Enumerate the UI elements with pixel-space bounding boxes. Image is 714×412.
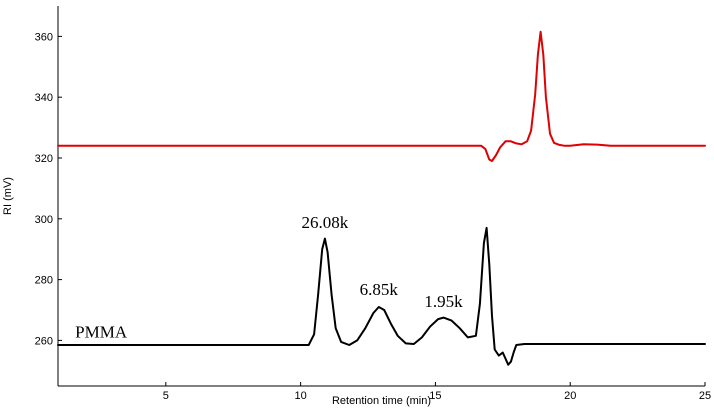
x-axis-label: Retention time (min)	[332, 395, 431, 407]
x-tick-label: 15	[429, 390, 441, 402]
y-tick-label: 300	[35, 214, 53, 226]
x-tick-label: 10	[295, 390, 307, 402]
series-layer	[57, 30, 706, 366]
y-tick-label: 360	[35, 31, 53, 43]
y-axis-label: RI (mV)	[2, 177, 14, 215]
x-tick-label: 20	[564, 390, 576, 402]
x-axis-ticks: 5 10 15 20 25	[163, 382, 711, 402]
x-tick-label: 5	[163, 390, 169, 402]
series-line-1	[57, 30, 706, 162]
series-line-2	[57, 226, 706, 366]
annotation-label: 6.85k	[360, 280, 399, 299]
y-tick-label: 280	[35, 275, 53, 287]
annotation-layer: 26.08k 6.85k 1.95k PMMA	[75, 213, 463, 341]
x-tick-label: 25	[699, 390, 711, 402]
y-axis-ticks: 260 280 300 320 340 360	[35, 31, 62, 347]
axes: 5 10 15 20 25 260 280 300 320 340 360 Retention t…	[2, 6, 711, 407]
annotation-label: 26.08k	[302, 213, 349, 232]
y-tick-label: 320	[35, 153, 53, 165]
annotation-label: 1.95k	[424, 292, 463, 311]
y-tick-label: 260	[35, 335, 53, 347]
y-tick-label: 340	[35, 92, 53, 104]
annotation-label: PMMA	[75, 322, 128, 341]
